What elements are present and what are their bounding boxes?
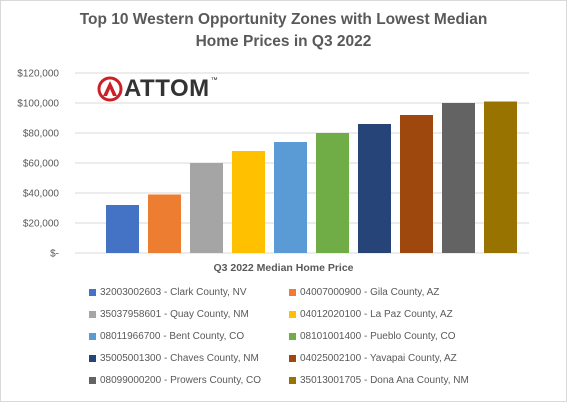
bar (190, 163, 223, 253)
chart-title-line-1: Top 10 Western Opportunity Zones with Lo… (79, 11, 488, 28)
y-tick-label: $- (50, 249, 59, 260)
legend-item: 04012020100 - La Paz County, AZ (289, 309, 453, 320)
legend-item: 08099000200 - Prowers County, CO (89, 375, 261, 386)
legend-label: 08101001400 - Pueblo County, CO (300, 331, 456, 342)
bar (484, 101, 517, 253)
legend-swatch (289, 377, 296, 384)
y-tick-label: $120,000 (17, 69, 59, 80)
legend-swatch (89, 333, 96, 340)
bar (106, 205, 139, 253)
bar (442, 103, 475, 253)
attom-logo-mark-icon (97, 76, 123, 102)
legend-item: 35037958601 - Quay County, NM (89, 309, 249, 320)
y-tick-label: $100,000 (17, 99, 59, 110)
legend-label: 08011966700 - Bent County, CO (100, 331, 245, 342)
legend-swatch (89, 311, 96, 318)
legend-label: 32003002603 - Clark County, NV (100, 287, 247, 298)
legend-label: 04007000900 - Gila County, AZ (300, 287, 440, 298)
bars (106, 101, 517, 253)
attom-logo-trademark: ™ (210, 77, 218, 84)
legend-item: 08101001400 - Pueblo County, CO (289, 331, 455, 342)
legend-item: 32003002603 - Clark County, NV (89, 287, 247, 298)
attom-logo-text: ATTOM (124, 75, 210, 102)
legend-label: 04025002100 - Yavapai County, AZ (300, 353, 457, 364)
legend-item: 04007000900 - Gila County, AZ (289, 287, 439, 298)
legend-swatch (89, 289, 96, 296)
bar (400, 115, 433, 253)
y-tick-label: $60,000 (23, 159, 60, 170)
legend-label: 04012020100 - La Paz County, AZ (300, 309, 453, 320)
legend-item: 08011966700 - Bent County, CO (89, 331, 244, 342)
bar (358, 124, 391, 253)
legend-swatch (289, 289, 296, 296)
legend-item: 35005001300 - Chaves County, NM (89, 353, 259, 364)
legend-swatch (289, 355, 296, 362)
legend-swatch (289, 333, 296, 340)
bar (274, 142, 307, 253)
chart-title-line-2: Home Prices in Q3 2022 (195, 33, 372, 50)
legend-label: 08099000200 - Prowers County, CO (100, 375, 262, 386)
y-tick-label: $80,000 (23, 129, 60, 140)
legend-label: 35037958601 - Quay County, NM (100, 309, 249, 320)
legend-swatch (289, 311, 296, 318)
y-tick-label: $40,000 (23, 189, 60, 200)
bar (148, 194, 181, 253)
legend-label: 35013001705 - Dona Ana County, NM (300, 375, 469, 386)
x-axis-label: Q3 2022 Median Home Price (213, 262, 354, 274)
legend-item: 04025002100 - Yavapai County, AZ (289, 353, 457, 364)
legend-swatch (89, 355, 96, 362)
legend-item: 35013001705 - Dona Ana County, NM (289, 375, 469, 386)
y-axis-tick-labels: $- $20,000 $40,000 $60,000 $80,000 $100,000 $1… (17, 69, 59, 260)
legend-swatch (89, 377, 96, 384)
attom-logo: ATTOM ™ (97, 75, 218, 103)
chart-title: Top 10 Western Opportunity Zones with Lo… (1, 9, 566, 53)
y-tick-label: $20,000 (23, 219, 60, 230)
plot-area: $- $20,000 $40,000 $60,000 $80,000 $100,000 $1… (17, 69, 529, 260)
legend-label: 35005001300 - Chaves County, NM (100, 353, 259, 364)
bar (316, 133, 349, 253)
bar (232, 151, 265, 253)
